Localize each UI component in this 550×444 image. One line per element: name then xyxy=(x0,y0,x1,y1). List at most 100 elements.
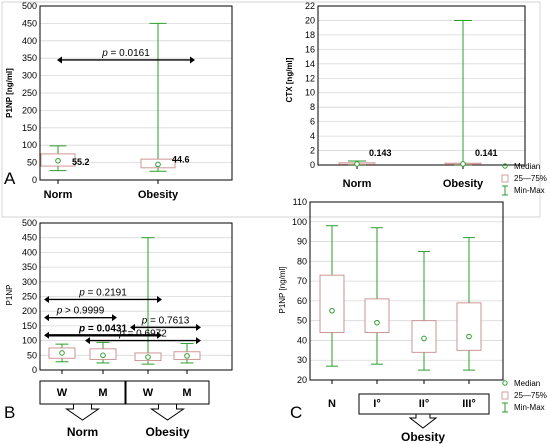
y-tick-label: 90 xyxy=(297,237,307,247)
y-tick-label: 30 xyxy=(297,355,307,365)
category-label: II° xyxy=(419,398,430,410)
plot-area xyxy=(39,5,233,181)
category-label: W xyxy=(57,387,68,399)
median-value-label: 0.141 xyxy=(475,148,498,158)
group-bracket: Obesity xyxy=(125,380,210,439)
group-label: Norm xyxy=(67,425,98,439)
y-tick-label: 150 xyxy=(22,321,37,331)
category-label: Obesity xyxy=(443,178,484,190)
p-symbol: p xyxy=(101,48,108,59)
panel-letter: A xyxy=(4,169,16,188)
median-marker xyxy=(59,350,65,356)
median-marker xyxy=(145,354,151,360)
y-tick-label: 80 xyxy=(297,256,307,266)
y-tick-label: 100 xyxy=(22,140,37,150)
p-value-label: p = 0.6972 xyxy=(118,329,167,340)
plot-area xyxy=(39,222,233,371)
y-tick-label: 110 xyxy=(293,197,307,207)
comparison-4: p = 0.6972 xyxy=(85,329,201,345)
p-symbol: p xyxy=(118,329,125,340)
chart-panel: 0 2 4 6 8 10 12 14 16 18 20 22 CTX [ng/ml] Norm Obesit… xyxy=(285,1,526,190)
y-tick-label: 20 xyxy=(297,375,307,385)
category-label: Norm xyxy=(44,189,73,201)
group-arrow xyxy=(408,413,438,429)
group-box xyxy=(39,380,126,405)
comparison-0: p = 0.2191 xyxy=(44,287,162,303)
median-marker xyxy=(374,319,380,326)
y-tick-label: 4 xyxy=(310,131,315,141)
y-tick-label: 2 xyxy=(310,146,315,156)
y-tick-label: 60 xyxy=(297,296,307,306)
panel-letter: B xyxy=(4,403,15,422)
p-symbol: p xyxy=(78,323,85,334)
group-bracket: Norm xyxy=(39,380,126,439)
category-label: M xyxy=(98,387,107,399)
arrowhead-right xyxy=(196,323,201,331)
y-tick-label: 200 xyxy=(22,306,37,316)
p-value: = 0.0161 xyxy=(108,48,150,59)
iqr-box xyxy=(319,274,345,333)
y-tick-label: 500 xyxy=(22,218,37,228)
arrowhead-left xyxy=(44,295,49,303)
plot-area xyxy=(309,201,504,381)
arrowhead-left xyxy=(130,323,135,331)
p-value: = 0.2191 xyxy=(85,287,127,298)
median-marker xyxy=(329,307,335,314)
arrowhead-left xyxy=(44,314,49,322)
y-tick-label: 8 xyxy=(310,102,315,112)
box-1 xyxy=(89,341,117,364)
y-axis-label: P1NP xyxy=(5,285,14,306)
p-value: = 0.7613 xyxy=(147,315,189,326)
y-tick-label: 200 xyxy=(22,105,37,115)
category-label: N xyxy=(328,398,336,410)
category-label: M xyxy=(182,387,191,399)
iqr-box xyxy=(456,302,482,351)
category-label: Norm xyxy=(343,178,372,190)
box-0 xyxy=(319,225,345,367)
box-2 xyxy=(134,237,162,365)
y-tick-label: 12 xyxy=(305,73,315,83)
y-tick-label: 50 xyxy=(297,316,307,326)
arrowhead-left xyxy=(85,337,90,345)
box-0: 0.143 xyxy=(338,148,392,167)
p-symbol: p xyxy=(141,315,148,326)
y-tick-label: 400 xyxy=(22,247,37,257)
y-tick-label: 70 xyxy=(297,276,307,286)
box-1 xyxy=(364,227,390,365)
y-tick-label: 450 xyxy=(22,18,37,28)
group-bracket: Obesity xyxy=(358,393,490,444)
legend-bottom: Median 25—75% Min-Max xyxy=(501,379,547,413)
panel-letter: C xyxy=(290,403,302,422)
y-tick-label: 20 xyxy=(305,15,315,25)
y-axis-label: CTX [ng/ml] xyxy=(285,57,294,102)
y-tick-label: 250 xyxy=(22,88,37,98)
box-1: 44.6 xyxy=(140,22,190,172)
p-value-label: p = 0.0431 xyxy=(78,323,128,334)
arrowhead-left xyxy=(57,56,62,64)
y-tick-label: 450 xyxy=(22,233,37,243)
y-tick-label: 50 xyxy=(27,350,37,360)
category-label: III° xyxy=(462,398,476,410)
median-marker xyxy=(421,335,427,342)
chart-panel: 20 30 40 50 60 70 80 90 100 110 P1NP [ng/ml] N I° II°… xyxy=(278,197,504,444)
median-marker xyxy=(55,157,61,164)
y-tick-label: 22 xyxy=(305,1,315,11)
arrowhead-right xyxy=(112,314,117,322)
median-marker xyxy=(460,161,466,167)
y-tick-label: 0 xyxy=(32,175,37,185)
y-tick-label: 6 xyxy=(310,117,315,127)
y-tick-label: 100 xyxy=(22,336,37,346)
p-value: = 0.0431 xyxy=(85,323,127,334)
group-label: Obesity xyxy=(401,430,445,444)
y-tick-label: 50 xyxy=(27,158,37,168)
y-tick-label: 0 xyxy=(310,160,315,170)
median-marker xyxy=(184,353,190,359)
legend-top: Median 25—75% Min-Max xyxy=(501,162,547,196)
y-axis-label: P1NP [ng/ml] xyxy=(278,267,287,314)
p-symbol: p xyxy=(78,287,85,298)
arrowhead-right xyxy=(157,331,162,339)
group-arrow xyxy=(64,403,101,421)
y-tick-label: 300 xyxy=(22,71,37,81)
